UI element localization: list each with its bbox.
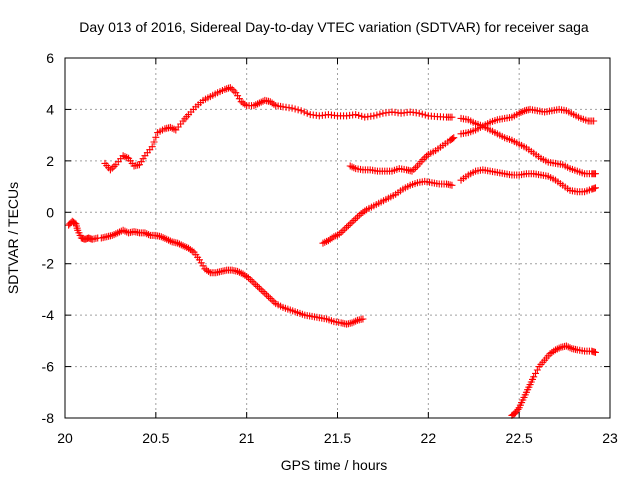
data-point [346, 220, 354, 228]
x-tick-label: 20.5 [142, 430, 169, 446]
y-tick-label: 2 [46, 153, 54, 169]
series-7 [457, 122, 599, 178]
data-point [123, 153, 131, 161]
data-point [268, 296, 276, 304]
data-point [250, 279, 258, 287]
data-point [566, 344, 574, 352]
data-point [370, 112, 378, 120]
data-point [352, 215, 360, 223]
series-2 [65, 217, 102, 243]
data-point [121, 227, 129, 235]
data-point [145, 231, 153, 239]
data-point [254, 282, 262, 290]
series-4 [319, 177, 456, 247]
x-tick-label: 21.5 [324, 430, 351, 446]
data-point [228, 85, 236, 93]
data-point [152, 133, 160, 141]
data-point [252, 281, 260, 289]
y-tick-label: 4 [46, 101, 54, 117]
y-tick-label: -4 [42, 307, 55, 323]
y-axis-label: SDTVAR / TECUs [5, 182, 21, 294]
data-point [418, 110, 426, 118]
series-5 [346, 134, 458, 175]
data-point [343, 223, 351, 231]
data-point [450, 134, 458, 142]
data-point [350, 216, 358, 224]
series-9 [508, 342, 599, 419]
y-tick-label: -8 [42, 410, 55, 426]
series-1 [101, 84, 456, 174]
data-point [294, 106, 302, 114]
x-tick-label: 22 [421, 430, 437, 446]
data-point [143, 230, 151, 238]
data-point [448, 181, 456, 189]
data-point [355, 111, 363, 119]
y-tick-label: -2 [42, 256, 55, 272]
data-point [259, 288, 267, 296]
x-tick-label: 22.5 [506, 430, 533, 446]
data-point [532, 369, 540, 377]
data-series [65, 84, 599, 419]
series-6 [457, 105, 598, 130]
x-axis-ticks: 20 20.5 21 21.5 22 22.5 23 [57, 58, 618, 446]
x-tick-label: 23 [602, 430, 618, 446]
y-tick-label: -6 [42, 359, 55, 375]
data-point [352, 111, 360, 119]
data-point [150, 138, 158, 146]
data-point [303, 109, 311, 117]
data-point [261, 289, 269, 297]
data-point [421, 154, 429, 162]
data-point [591, 170, 599, 178]
data-point [168, 124, 176, 132]
data-point [148, 143, 156, 151]
data-point [373, 111, 381, 119]
data-point [353, 213, 361, 221]
data-point [344, 222, 352, 230]
series-8 [457, 166, 599, 196]
data-point [300, 108, 308, 116]
chart-title: Day 013 of 2016, Sidereal Day-to-day VTE… [79, 19, 589, 35]
data-point [533, 366, 541, 374]
data-point [339, 227, 347, 235]
data-point [590, 117, 598, 125]
data-point [263, 291, 271, 299]
data-point [408, 167, 416, 175]
x-axis-label: GPS time / hours [281, 457, 388, 473]
data-point [341, 225, 349, 233]
series-3 [97, 226, 367, 328]
data-point [110, 162, 118, 170]
data-point [348, 218, 356, 226]
data-point [255, 284, 263, 292]
x-tick-label: 21 [239, 430, 255, 446]
data-point [514, 405, 522, 413]
data-point [448, 113, 456, 121]
data-point [348, 163, 356, 171]
data-point [288, 104, 296, 112]
data-point [449, 135, 457, 143]
data-point [248, 277, 256, 285]
data-point [226, 84, 234, 92]
data-point [410, 165, 418, 173]
data-point [291, 105, 299, 113]
data-point [358, 112, 366, 120]
data-point [297, 107, 305, 115]
data-point [264, 293, 272, 301]
data-point [359, 315, 367, 323]
data-point [591, 184, 599, 192]
y-tick-label: 0 [46, 204, 54, 220]
data-point [266, 294, 274, 302]
data-point [257, 286, 265, 294]
y-axis-ticks: -8 -6 -4 -2 0 2 4 6 [42, 50, 610, 426]
data-point [421, 111, 429, 119]
x-tick-label: 20 [57, 430, 73, 446]
y-tick-label: 6 [46, 50, 54, 66]
data-point [591, 348, 599, 356]
data-point [415, 109, 423, 117]
data-point [350, 164, 358, 172]
data-point [376, 110, 384, 118]
